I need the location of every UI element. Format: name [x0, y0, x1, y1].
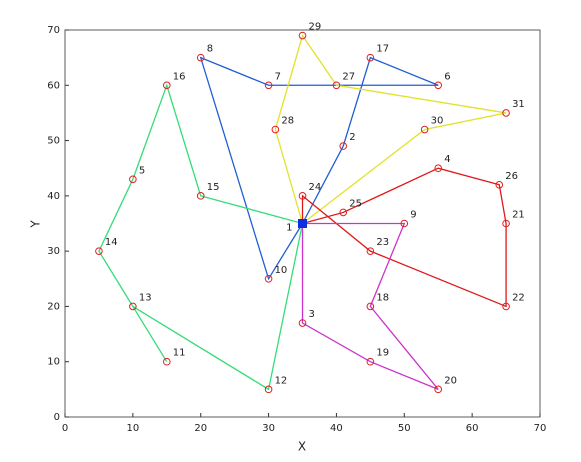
y-tick-label: 60	[47, 80, 60, 91]
customer-node	[162, 357, 171, 366]
customer-node	[196, 192, 205, 200]
node-label: 2	[349, 132, 355, 143]
customer-node	[196, 53, 205, 62]
route-line	[301, 167, 507, 308]
customer-node	[129, 302, 137, 311]
x-tick-label: 30	[262, 423, 275, 434]
customer-node	[366, 357, 375, 366]
customer-node	[502, 109, 510, 117]
customer-node	[420, 125, 429, 134]
route-line	[301, 222, 439, 390]
node-label: 23	[376, 237, 389, 248]
y-tick-label: 10	[47, 357, 60, 368]
y-tick-label: 30	[47, 246, 60, 257]
node-label: 16	[173, 71, 186, 82]
customer-node	[264, 274, 273, 283]
customer-node	[95, 247, 103, 255]
node-label: 15	[207, 182, 220, 193]
node-label: 10	[275, 265, 288, 276]
customer-node	[434, 385, 443, 394]
node-label: 4	[444, 154, 450, 165]
customer-node	[339, 142, 348, 150]
node-label: 22	[512, 292, 525, 303]
x-tick-label: 70	[534, 423, 547, 434]
node-label: 31	[512, 99, 525, 110]
node-label: 28	[281, 116, 294, 127]
y-tick-label: 40	[47, 191, 60, 202]
route-line	[274, 34, 507, 225]
customer-node	[264, 81, 273, 90]
customer-node	[264, 385, 273, 394]
customer-node	[298, 192, 307, 200]
customer-node	[332, 81, 341, 90]
customer-node	[495, 181, 504, 189]
node-label: 11	[173, 348, 186, 359]
customer-node	[366, 302, 375, 311]
node-label: 13	[139, 292, 152, 303]
customer-node	[434, 164, 443, 173]
node-label: 14	[105, 237, 118, 248]
node-label: 9	[410, 210, 416, 221]
x-tick-label: 60	[466, 423, 479, 434]
node-label: 7	[275, 71, 281, 82]
node-label: 25	[349, 198, 362, 209]
x-tick-label: 10	[126, 423, 139, 434]
node-label: 20	[444, 375, 457, 386]
customer-node	[298, 31, 307, 40]
y-axis-label: Y	[29, 220, 43, 229]
node-label: 30	[431, 116, 444, 127]
x-tick-label: 50	[398, 423, 411, 434]
customer-node	[162, 81, 171, 90]
node-label: 19	[376, 348, 389, 359]
depot-label: 1	[286, 223, 292, 234]
node-label: 6	[444, 71, 450, 82]
customer-node	[366, 53, 375, 62]
y-tick-label: 70	[47, 25, 60, 36]
customer-node	[339, 208, 348, 217]
route-line	[132, 223, 304, 391]
node-label: 17	[376, 44, 389, 55]
node-label: 29	[309, 22, 322, 33]
customer-node	[271, 125, 280, 134]
customer-node	[400, 219, 409, 228]
node-label: 21	[512, 210, 525, 221]
x-axis-label: X	[298, 440, 306, 454]
x-tick-label: 0	[62, 423, 68, 434]
customer-node	[434, 81, 443, 90]
node-label: 26	[505, 171, 518, 182]
customer-node	[298, 319, 307, 327]
node-label: 5	[139, 165, 145, 176]
customer-node	[502, 219, 510, 228]
node-label: 27	[342, 71, 355, 82]
x-tick-label: 20	[194, 423, 207, 434]
route-line	[199, 56, 439, 281]
customer-node	[502, 302, 510, 311]
node-label: 8	[207, 44, 213, 55]
customer-node	[129, 175, 137, 184]
y-tick-label: 0	[54, 412, 60, 423]
node-label: 18	[376, 292, 389, 303]
y-tick-label: 50	[47, 136, 60, 147]
node-label: 3	[309, 309, 315, 320]
node-label: 12	[275, 375, 288, 386]
x-tick-label: 40	[330, 423, 343, 434]
y-tick-label: 20	[47, 301, 60, 312]
depot-node	[298, 219, 307, 228]
node-label: 24	[309, 182, 322, 193]
customer-node	[366, 247, 375, 255]
